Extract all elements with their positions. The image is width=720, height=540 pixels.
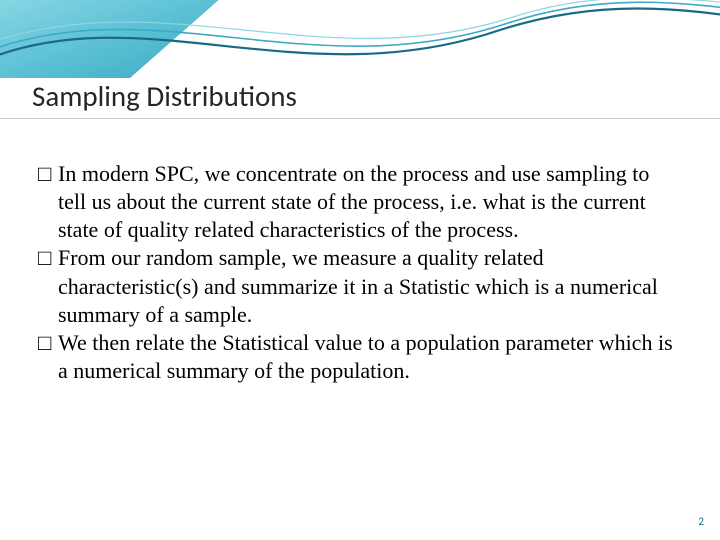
bullet-text: We then relate the Statistical value to … (58, 329, 682, 385)
bullet-row: □ From our random sample, we measure a q… (38, 244, 682, 328)
bullet-icon: □ (38, 329, 58, 357)
bullet-icon: □ (38, 244, 58, 272)
wave-svg (0, 0, 720, 78)
title-underline (0, 118, 720, 119)
header-wave (0, 0, 720, 78)
bullet-row: □ In modern SPC, we concentrate on the p… (38, 160, 682, 244)
wave-stripe (0, 0, 230, 78)
bullet-icon: □ (38, 160, 58, 188)
page-number: 2 (698, 515, 704, 528)
page-title: Sampling Distributions (32, 78, 297, 114)
bullet-text: In modern SPC, we concentrate on the pro… (58, 160, 682, 244)
body-text: □ In modern SPC, we concentrate on the p… (38, 160, 682, 385)
bullet-text: From our random sample, we measure a qua… (58, 244, 682, 328)
bullet-row: □ We then relate the Statistical value t… (38, 329, 682, 385)
